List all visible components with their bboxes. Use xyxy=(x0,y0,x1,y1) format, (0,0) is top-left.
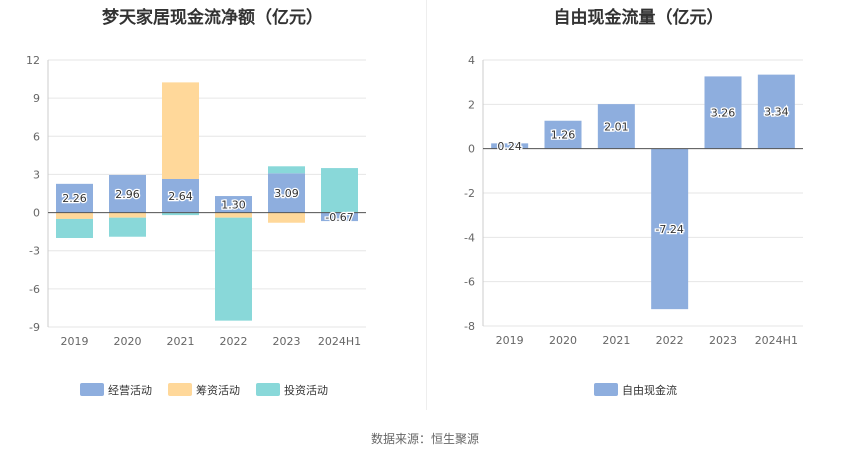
y-tick-label: -6 xyxy=(29,283,40,296)
bar-investing-2023 xyxy=(268,166,305,174)
x-tick-label: 2021 xyxy=(602,334,630,347)
x-tick-label: 2023 xyxy=(709,334,737,347)
bar-operating-2023 xyxy=(268,173,305,213)
bar-operating-2021 xyxy=(162,179,199,213)
bar-investing-2019 xyxy=(56,218,93,238)
x-tick-label: 2020 xyxy=(114,335,142,348)
data-label: -7.24 xyxy=(655,223,683,236)
x-tick-label: 2020 xyxy=(549,334,577,347)
x-tick-label: 2024H1 xyxy=(318,335,361,348)
bar-financing-2020 xyxy=(109,212,146,218)
bar-financing-2021 xyxy=(162,82,199,180)
y-tick-label: 9 xyxy=(33,92,40,105)
y-tick-label: -4 xyxy=(464,231,475,244)
x-tick-label: 2022 xyxy=(656,334,684,347)
bar-operating-2024H1 xyxy=(321,212,358,222)
data-label: 1.30 xyxy=(221,198,246,211)
panel-divider xyxy=(426,0,427,410)
free-cash-flow-chart: 自由现金流量（亿元） -8 -6 -4 -2 0 2 4 2019 2020 2021 2022 20… xyxy=(427,0,850,410)
y-tick-label: 6 xyxy=(33,130,40,143)
y-tick-label: -3 xyxy=(29,245,40,258)
bar-investing-2021 xyxy=(162,212,199,216)
bar-free-2019 xyxy=(491,143,529,149)
x-tick-label: 2022 xyxy=(220,335,248,348)
x-tick-label: 2021 xyxy=(167,335,195,348)
data-label: 3.26 xyxy=(711,107,736,120)
y-tick-label: -9 xyxy=(29,321,40,334)
legend-swatch-investing xyxy=(256,383,280,396)
data-label: -0.67 xyxy=(325,211,353,224)
y-tick-label: 12 xyxy=(26,54,40,67)
bar-investing-2022 xyxy=(215,217,252,321)
y-tick-label: 4 xyxy=(468,54,475,67)
data-label: 3.09 xyxy=(274,187,299,200)
x-tick-label: 2019 xyxy=(496,334,524,347)
bar-operating-2020 xyxy=(109,174,146,213)
chart-title: 梦天家居现金流净额（亿元） xyxy=(102,8,323,28)
y-tick-label: 0 xyxy=(468,143,475,156)
bar-financing-2023 xyxy=(268,212,305,223)
bar-free-2024H1 xyxy=(757,74,795,149)
free-cash-flow-plot: -8 -6 -4 -2 0 2 4 2019 2020 2021 2022 2023 2024H1 0.2… xyxy=(464,54,803,397)
legend-label: 投资活动 xyxy=(284,383,328,397)
x-tick-label: 2024H1 xyxy=(755,334,798,347)
legend-swatch-financing xyxy=(168,383,192,396)
y-tick-label: 2 xyxy=(468,98,475,111)
bar-financing-2022 xyxy=(215,212,252,218)
x-tick-label: 2019 xyxy=(61,335,89,348)
chart-title: 自由现金流量（亿元） xyxy=(553,8,724,28)
bar-free-2021 xyxy=(597,104,635,149)
data-source-note: 数据来源：恒生聚源 xyxy=(370,432,479,446)
data-label: 1.26 xyxy=(551,129,576,142)
legend-swatch-operating xyxy=(80,383,104,396)
bar-free-2022 xyxy=(651,148,689,310)
data-label: 3.34 xyxy=(764,106,789,119)
data-label: 2.64 xyxy=(168,190,193,203)
bar-free-2020 xyxy=(544,120,582,149)
y-tick-label: 0 xyxy=(33,207,40,220)
y-tick-label: 3 xyxy=(33,168,40,181)
bar-operating-2022 xyxy=(215,196,252,213)
bar-investing-2024H1 xyxy=(321,168,358,213)
bar-financing-2019 xyxy=(56,212,93,219)
data-label: 0.24 xyxy=(497,140,522,153)
legend-label: 筹资活动 xyxy=(196,383,240,397)
cash-flow-net-plot: -9 -6 -3 0 3 6 9 12 2019 2020 2021 2022 2023 2024H1 2.… xyxy=(26,54,366,397)
legend-label: 经营活动 xyxy=(108,383,152,397)
bar-free-2023 xyxy=(704,76,742,149)
y-tick-label: -2 xyxy=(464,187,475,200)
bar-operating-2019 xyxy=(56,183,93,213)
x-tick-label: 2023 xyxy=(273,335,301,348)
data-label: 2.96 xyxy=(115,188,140,201)
cash-flow-net-chart: 梦天家居现金流净额（亿元） -9 -6 -3 0 3 6 9 12 2019 2020 2021 20… xyxy=(0,0,425,410)
data-label: 2.26 xyxy=(62,192,87,205)
y-tick-label: -6 xyxy=(464,276,475,289)
legend-label: 自由现金流 xyxy=(622,383,677,397)
data-label: 2.01 xyxy=(604,120,629,133)
bar-investing-2020 xyxy=(109,217,146,237)
legend-swatch-free xyxy=(594,383,618,396)
y-tick-label: -8 xyxy=(464,320,475,333)
